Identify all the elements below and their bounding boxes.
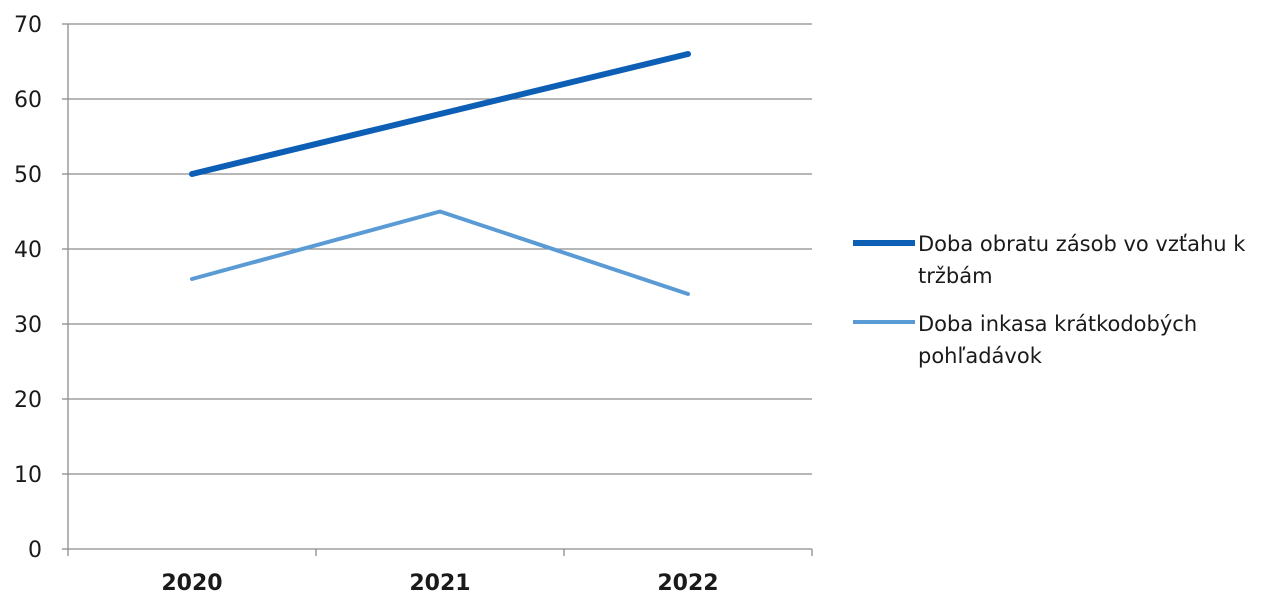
y-tick-label: 0 bbox=[28, 538, 42, 563]
y-tick-label: 30 bbox=[14, 313, 42, 338]
y-tick-label: 60 bbox=[14, 88, 42, 113]
gridlines bbox=[68, 23, 812, 475]
legend-label-series-2: Doba inkasa krátkodobých pohľadávok bbox=[918, 312, 1198, 368]
y-tick-label: 20 bbox=[14, 388, 42, 413]
y-tick-label: 10 bbox=[14, 463, 42, 488]
x-tick-label: 2020 bbox=[161, 571, 222, 596]
axes bbox=[62, 23, 813, 556]
x-tick-label: 2021 bbox=[409, 571, 470, 596]
legend-item-series-2: Doba inkasa krátkodobých pohľadávok bbox=[853, 308, 1278, 372]
legend-swatch-series-1 bbox=[853, 240, 915, 246]
x-tick-label: 2022 bbox=[657, 571, 718, 596]
legend-swatch-series-2 bbox=[853, 320, 915, 324]
y-tick-label: 70 bbox=[14, 13, 42, 38]
x-tick-labels: 2020 2021 2022 bbox=[161, 571, 718, 596]
y-tick-label: 40 bbox=[14, 238, 42, 263]
legend-item-series-1: Doba obratu zásob vo vzťahu k tržbám bbox=[853, 228, 1278, 292]
y-tick-labels: 0 10 20 30 40 50 60 70 bbox=[14, 13, 42, 563]
series-line-2 bbox=[190, 209, 690, 296]
legend: Doba obratu zásob vo vzťahu k tržbám Dob… bbox=[853, 228, 1278, 388]
legend-label-series-1: Doba obratu zásob vo vzťahu k tržbám bbox=[918, 232, 1246, 288]
series-line-1 bbox=[189, 51, 691, 177]
y-tick-label: 50 bbox=[14, 163, 42, 188]
series-lines bbox=[189, 51, 691, 296]
